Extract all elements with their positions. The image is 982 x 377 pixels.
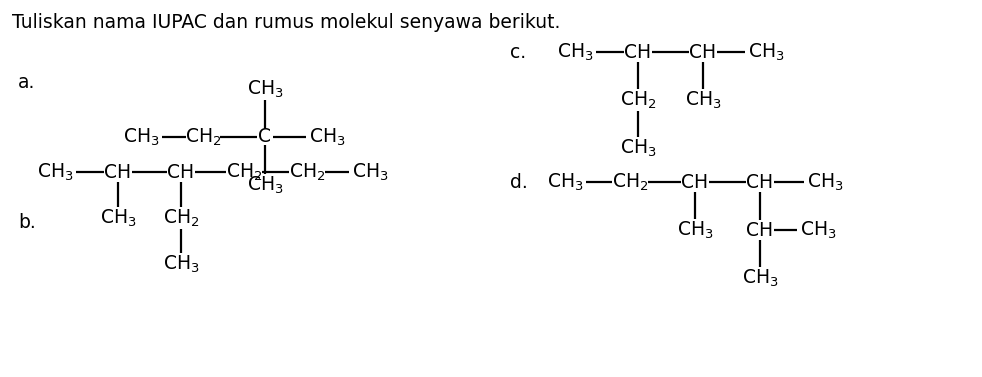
Text: $\mathregular{CH_2}$: $\mathregular{CH_2}$ [612, 172, 648, 193]
Text: c.: c. [510, 43, 526, 61]
Text: $\mathregular{CH_3}$: $\mathregular{CH_3}$ [352, 161, 388, 182]
Text: CH: CH [689, 43, 717, 61]
Text: a.: a. [18, 72, 35, 92]
Text: b.: b. [18, 213, 35, 231]
Text: CH: CH [746, 221, 774, 239]
Text: $\mathregular{CH_3}$: $\mathregular{CH_3}$ [123, 126, 159, 148]
Text: CH: CH [682, 173, 709, 192]
Text: $\mathregular{CH_2}$: $\mathregular{CH_2}$ [163, 207, 199, 228]
Text: $\mathregular{CH_3}$: $\mathregular{CH_3}$ [163, 253, 199, 275]
Text: $\mathregular{CH_3}$: $\mathregular{CH_3}$ [806, 172, 844, 193]
Text: $\mathregular{CH_3}$: $\mathregular{CH_3}$ [684, 89, 722, 111]
Text: $\mathregular{CH_3}$: $\mathregular{CH_3}$ [308, 126, 346, 148]
Text: CH: CH [746, 173, 774, 192]
Text: $\mathregular{CH_3}$: $\mathregular{CH_3}$ [620, 137, 656, 159]
Text: $\mathregular{CH_3}$: $\mathregular{CH_3}$ [36, 161, 74, 182]
Text: $\mathregular{CH_2}$: $\mathregular{CH_2}$ [289, 161, 325, 182]
Text: $\mathregular{CH_3}$: $\mathregular{CH_3}$ [747, 41, 785, 63]
Text: $\mathregular{CH_2}$: $\mathregular{CH_2}$ [226, 161, 262, 182]
Text: $\mathregular{CH_3}$: $\mathregular{CH_3}$ [246, 174, 284, 196]
Text: $\mathregular{CH_3}$: $\mathregular{CH_3}$ [547, 172, 583, 193]
Text: CH: CH [625, 43, 652, 61]
Text: $\mathregular{CH_3}$: $\mathregular{CH_3}$ [799, 219, 837, 241]
Text: Tuliskan nama IUPAC dan rumus molekul senyawa berikut.: Tuliskan nama IUPAC dan rumus molekul se… [12, 12, 561, 32]
Text: $\mathregular{CH_3}$: $\mathregular{CH_3}$ [100, 207, 136, 228]
Text: CH: CH [168, 162, 194, 181]
Text: $\mathregular{CH_3}$: $\mathregular{CH_3}$ [741, 267, 779, 289]
Text: d.: d. [510, 173, 527, 192]
Text: CH: CH [104, 162, 132, 181]
Text: $\mathregular{CH_2}$: $\mathregular{CH_2}$ [185, 126, 221, 148]
Text: $\mathregular{CH_3}$: $\mathregular{CH_3}$ [677, 219, 713, 241]
Text: $\mathregular{CH_3}$: $\mathregular{CH_3}$ [246, 78, 284, 100]
Text: C: C [258, 127, 271, 147]
Text: $\mathregular{CH_2}$: $\mathregular{CH_2}$ [620, 89, 656, 111]
Text: $\mathregular{CH_3}$: $\mathregular{CH_3}$ [557, 41, 593, 63]
